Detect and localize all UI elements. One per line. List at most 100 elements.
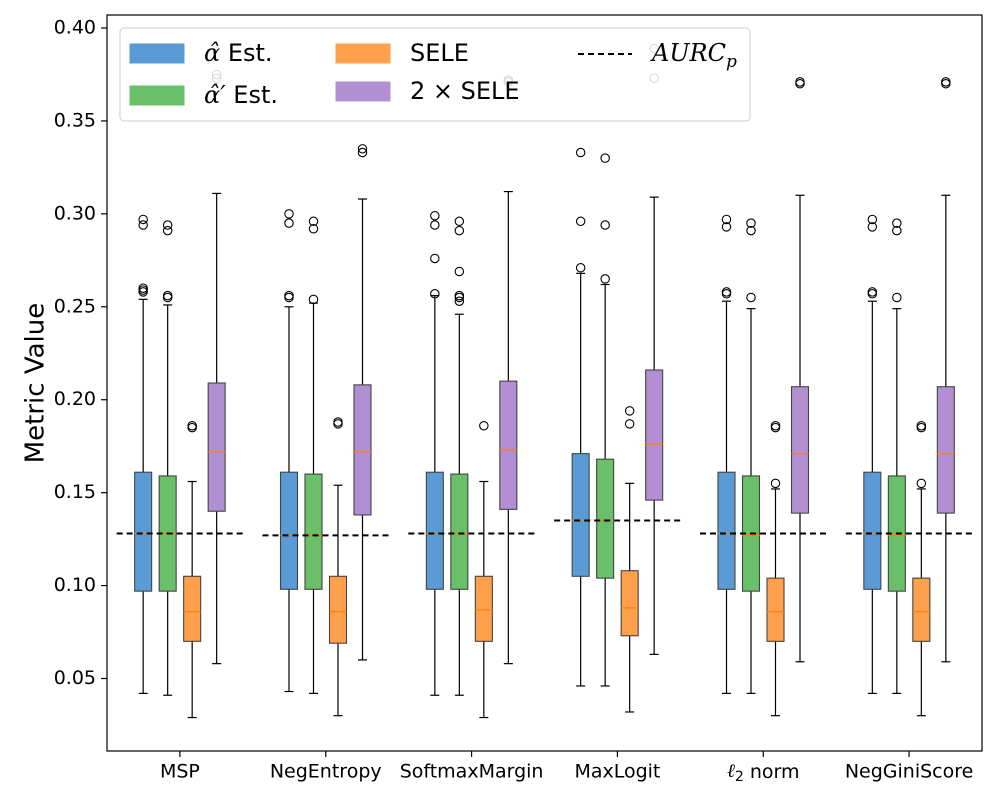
x-category-label: MSP xyxy=(160,761,200,783)
box-iqr xyxy=(596,458,615,579)
outlier-point xyxy=(162,225,173,236)
outlier-point xyxy=(162,220,173,230)
legend-label-aurc-main: AURC xyxy=(650,39,726,67)
box--est- xyxy=(741,218,761,694)
outlier-point xyxy=(746,292,756,303)
box-sele xyxy=(474,420,493,719)
outlier-point xyxy=(624,406,635,416)
outlier-point xyxy=(600,220,610,230)
box-iqr xyxy=(207,382,226,512)
outlier-point xyxy=(479,420,489,431)
y-tick-label: 0.25 xyxy=(54,295,96,317)
outlier-point xyxy=(308,294,319,305)
outlier-point xyxy=(138,283,148,293)
outlier-point xyxy=(916,422,927,433)
outlier-point xyxy=(575,147,586,158)
y-tick-label: 0.40 xyxy=(54,17,96,39)
box-iqr xyxy=(134,471,153,592)
outlier-point xyxy=(916,420,927,431)
outlier-point xyxy=(454,296,465,306)
box-iqr xyxy=(425,471,444,590)
outlier-point xyxy=(357,147,368,158)
legend-swatch-alpha-prime-est xyxy=(129,85,185,106)
legend-label-sele: SELE xyxy=(410,39,469,67)
box-2-sele xyxy=(936,77,955,663)
legend-label-aurc-p: AURCp xyxy=(650,39,737,72)
outlier-point xyxy=(867,222,878,232)
box-iqr xyxy=(474,575,493,642)
box-iqr xyxy=(717,471,736,590)
outlier-point xyxy=(795,77,805,87)
plot-frame xyxy=(106,14,983,752)
outlier-point xyxy=(430,210,440,221)
legend-frame xyxy=(119,27,751,122)
outlier-point xyxy=(770,422,781,433)
box-2-sele xyxy=(353,144,372,661)
outlier-point xyxy=(454,290,465,301)
outlier-point xyxy=(600,153,610,163)
outlier-point xyxy=(430,220,440,230)
outlier-point xyxy=(721,214,732,225)
box-iqr xyxy=(304,473,323,590)
box--est- xyxy=(158,220,177,696)
box-2-sele xyxy=(499,75,518,665)
outlier-point xyxy=(746,225,756,236)
outlier-point xyxy=(333,419,343,429)
outlier-point xyxy=(454,225,465,236)
legend-label-2x-sele: 2 × SELE xyxy=(410,77,520,105)
x-category-label: NegEntropy xyxy=(270,761,382,783)
outlier-point xyxy=(867,214,878,225)
box-iqr xyxy=(450,473,469,590)
outlier-point xyxy=(430,253,440,264)
box--est- xyxy=(279,209,299,693)
outlier-point xyxy=(941,77,951,87)
outlier-point xyxy=(138,285,148,295)
box-iqr xyxy=(863,471,882,590)
outlier-point xyxy=(941,79,951,89)
outlier-point xyxy=(892,292,902,303)
legend-label-alpha-est: α̂ Est. xyxy=(204,39,273,68)
box--est- xyxy=(863,214,882,694)
y-tick-label: 0.05 xyxy=(54,667,96,689)
outlier-point xyxy=(600,274,610,284)
x-category-label: ℓ2 norm xyxy=(727,760,800,785)
box-iqr xyxy=(183,575,202,642)
box-iqr xyxy=(571,453,590,577)
reference-lines-layer xyxy=(116,519,975,537)
outlier-point xyxy=(430,289,440,299)
outlier-point xyxy=(892,218,902,228)
box--est- xyxy=(596,153,615,687)
outlier-point xyxy=(138,220,148,230)
box-sele xyxy=(328,417,348,717)
y-axis-label: Metric Value xyxy=(21,303,51,464)
box--est- xyxy=(571,147,590,687)
outlier-point xyxy=(867,289,878,299)
legend-label-alpha-prime-est: α̂′ Est. xyxy=(204,81,278,110)
box--est- xyxy=(717,214,736,694)
box-iqr xyxy=(499,380,518,510)
box-iqr xyxy=(766,577,785,642)
y-tick-label: 0.10 xyxy=(54,574,96,596)
outlier-point xyxy=(308,223,319,234)
box--est- xyxy=(304,216,323,694)
outlier-point xyxy=(892,225,902,236)
box-2-sele xyxy=(645,43,664,655)
outlier-point xyxy=(333,417,343,427)
outlier-point xyxy=(575,216,586,227)
x-category-label: MaxLogit xyxy=(574,761,660,783)
outlier-point xyxy=(721,222,732,232)
outlier-point xyxy=(454,216,465,227)
outlier-point xyxy=(746,218,756,228)
box-iqr xyxy=(912,577,931,642)
outlier-point xyxy=(575,263,586,273)
outlier-point xyxy=(138,214,148,225)
outlier-point xyxy=(867,287,878,297)
outlier-point xyxy=(187,420,197,431)
box-iqr xyxy=(328,575,348,644)
y-axis: 0.05 0.10 0.15 0.20 0.25 0.30 0.35 0.40 xyxy=(54,17,107,689)
outlier-point xyxy=(284,292,294,303)
box-iqr xyxy=(645,369,664,501)
box-sele xyxy=(912,420,931,717)
box--est- xyxy=(450,216,469,696)
